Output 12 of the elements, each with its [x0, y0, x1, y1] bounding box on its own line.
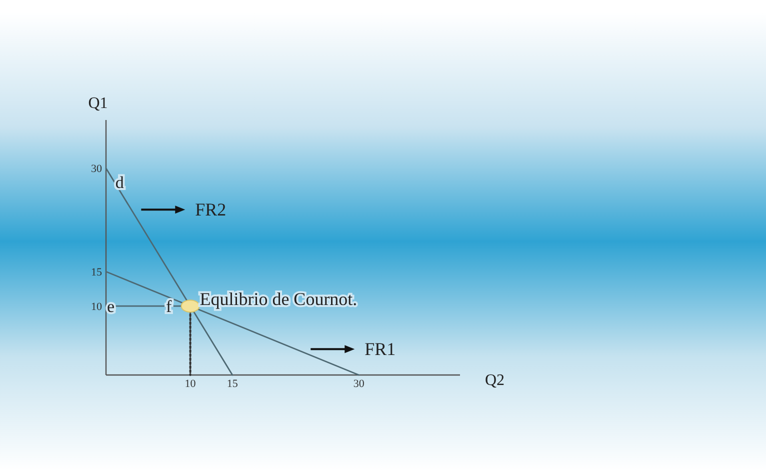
- x-tick-label: 10: [184, 378, 196, 390]
- annotation: Equlibrio de Cournot.: [200, 289, 358, 310]
- annotation: d: [115, 173, 124, 192]
- x-axis-title: Q2: [485, 372, 505, 389]
- text: FR2: [195, 200, 226, 220]
- x-tick-label: 15: [226, 378, 238, 390]
- series-label: FR1: [364, 339, 396, 360]
- y-tick-label: 15: [91, 266, 102, 279]
- y-tick-label: 10: [91, 301, 102, 314]
- x-tick-label: 30: [353, 378, 365, 390]
- y-axis-title: Q1: [88, 95, 108, 112]
- y-tick-label: 30: [91, 163, 102, 176]
